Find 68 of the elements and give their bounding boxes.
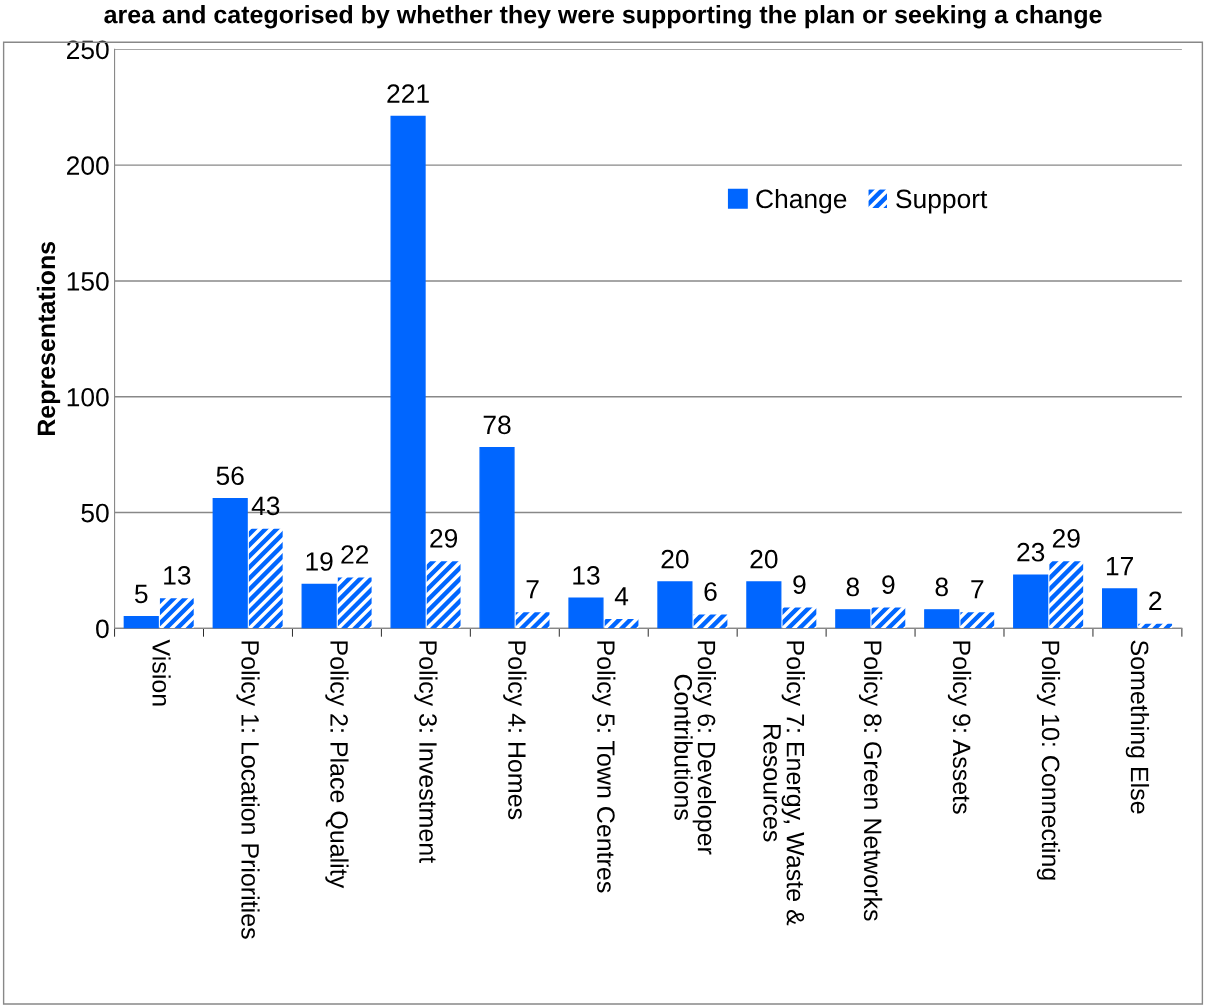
bar — [782, 607, 817, 629]
bar — [479, 447, 515, 629]
data-label: 23 — [1017, 542, 1045, 562]
data-label: 29 — [430, 528, 458, 548]
y-tick-label: 150 — [67, 272, 109, 291]
bar — [1013, 574, 1049, 629]
bar — [835, 609, 871, 629]
bar — [568, 597, 604, 629]
data-label: 9 — [882, 575, 895, 594]
data-label: 20 — [750, 549, 778, 569]
legend-label: Support — [896, 189, 988, 214]
y-tick-label: 100 — [67, 387, 109, 407]
x-tick-label: Policy 8: Green Networks — [858, 641, 883, 921]
data-label: 7 — [526, 580, 539, 599]
bar — [426, 561, 461, 629]
x-tick-label: Policy 5: Town Centres — [592, 641, 616, 893]
bar — [301, 583, 337, 629]
x-tick-label: Policy 2: Place Quality — [325, 641, 349, 889]
y-tick-label: 50 — [81, 503, 109, 523]
x-tick-label: Policy 4: Homes — [503, 641, 527, 820]
data-label: 9 — [793, 575, 806, 594]
x-tick-label: Vision — [152, 639, 171, 706]
bar — [604, 619, 639, 629]
data-label: 5 — [134, 584, 148, 604]
x-tick-label: Policy 6: Developer Contributions — [674, 641, 716, 855]
bar — [871, 607, 906, 629]
y-tick-label: 0 — [96, 619, 109, 639]
data-label: 6 — [704, 582, 717, 601]
data-label: 17 — [1106, 557, 1133, 576]
bar — [657, 581, 693, 629]
data-label: 56 — [216, 466, 244, 486]
data-label: 43 — [251, 496, 280, 516]
y-tick-label: 200 — [67, 156, 109, 175]
x-tick-label: Policy 1: Location Priorities — [236, 641, 260, 939]
bar — [390, 115, 426, 629]
bar — [693, 614, 728, 629]
chart-title: area and categorised by whether they were supporting the plan or seeking a change — [104, 5, 1102, 29]
bar — [1102, 588, 1138, 629]
data-label: 8 — [846, 577, 859, 597]
data-label: 22 — [341, 545, 369, 564]
legend-label: Change — [756, 188, 847, 214]
data-label: 221 — [387, 84, 429, 103]
data-label: 13 — [164, 566, 191, 585]
bar — [337, 577, 372, 629]
x-tick-label: Something Else — [1125, 640, 1150, 814]
data-label: 78 — [483, 415, 511, 435]
x-tick-label: Policy 9: Assets — [947, 641, 972, 814]
bar — [212, 497, 248, 629]
bar — [746, 581, 782, 629]
data-label: 19 — [306, 552, 333, 571]
bar — [1049, 561, 1084, 629]
data-label: 8 — [935, 577, 948, 597]
bar — [960, 612, 995, 629]
x-tick-label: Policy 10: Connecting — [1036, 641, 1061, 880]
bar — [924, 609, 960, 629]
bar — [123, 616, 159, 629]
bar — [515, 612, 550, 629]
data-label: 20 — [661, 549, 689, 569]
x-tick-label: Policy 3: Investment — [414, 641, 438, 863]
data-label: 2 — [1149, 591, 1162, 610]
data-label: 7 — [971, 580, 984, 599]
data-label: 29 — [1052, 528, 1080, 548]
y-axis-title: Representations — [36, 241, 61, 436]
bar — [248, 528, 283, 629]
data-label: 13 — [573, 566, 600, 585]
data-label: 4 — [614, 587, 629, 606]
bar — [159, 598, 194, 629]
x-tick-label: Policy 7: Energy, Waste & Resources — [763, 641, 805, 926]
